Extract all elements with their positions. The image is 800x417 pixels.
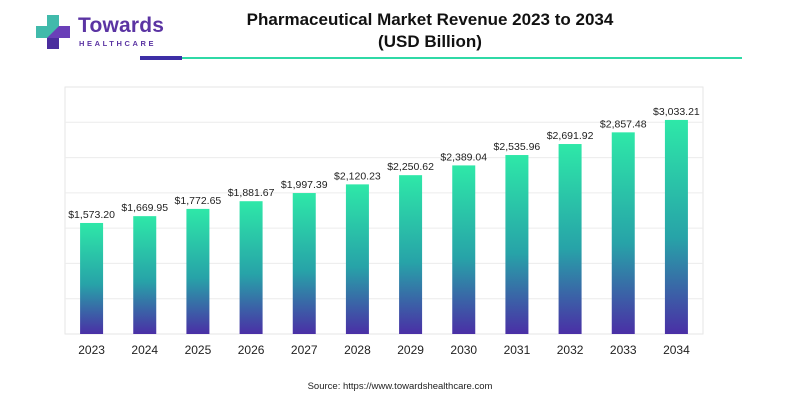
data-label-2031: $2,535.96 [494,141,541,153]
bar-2034 [664,119,688,334]
bar-2031 [505,155,529,334]
bar-2033 [611,132,635,334]
x-tick-label-2027: 2027 [291,343,318,357]
x-tick-label-2028: 2028 [344,343,371,357]
x-tick-label-2023: 2023 [78,343,105,357]
data-label-2026: $1,881.67 [228,187,275,199]
bar-2023 [80,222,104,334]
bar-2025 [186,208,210,334]
x-tick-label-2031: 2031 [504,343,531,357]
bar-2030 [452,165,476,334]
bar-2029 [399,175,423,334]
data-label-2030: $2,389.04 [440,151,487,163]
header-rule [182,57,742,59]
x-tick-label-2024: 2024 [131,343,158,357]
data-label-2028: $2,120.23 [334,170,381,182]
x-tick-label-2029: 2029 [397,343,424,357]
brand-logo: Towards HEALTHCARE [33,12,173,52]
data-label-2032: $2,691.92 [547,130,594,142]
bar-2024 [133,216,157,334]
header-rule-accent [140,56,182,60]
chart-title: Pharmaceutical Market Revenue 2023 to 20… [246,10,614,29]
x-tick-label-2034: 2034 [663,343,690,357]
data-label-2034: $3,033.21 [653,106,700,118]
data-label-2033: $2,857.48 [600,118,647,130]
chart-subtitle: (USD Billion) [378,32,482,51]
bar-2027 [292,193,316,334]
x-tick-label-2026: 2026 [238,343,265,357]
data-label-2027: $1,997.39 [281,179,328,191]
x-tick-label-2032: 2032 [557,343,584,357]
data-label-2024: $1,669.95 [121,202,168,214]
plus-cross-logo-icon [36,15,70,49]
x-tick-label-2025: 2025 [185,343,212,357]
plot-frame [64,86,704,335]
data-label-2023: $1,573.20 [68,209,115,221]
brand-name: Towards [78,14,165,37]
x-tick-label-2033: 2033 [610,343,637,357]
x-tick-label-2030: 2030 [450,343,477,357]
bar-2026 [239,201,263,334]
bar-2028 [345,184,369,334]
data-label-2029: $2,250.62 [387,161,434,173]
source-note: Source: https://www.towardshealthcare.co… [307,381,493,392]
bar-2032 [558,144,582,334]
data-label-2025: $1,772.65 [175,195,222,207]
brand-tagline: HEALTHCARE [79,39,157,48]
